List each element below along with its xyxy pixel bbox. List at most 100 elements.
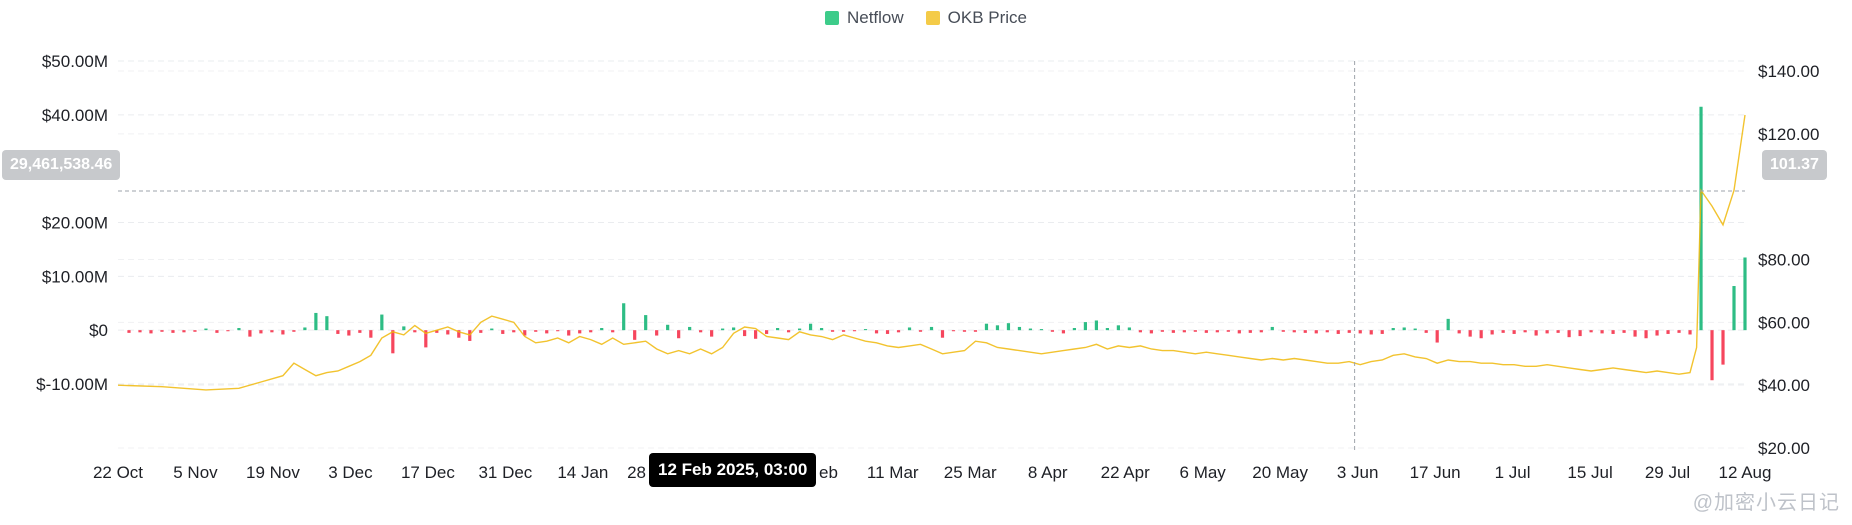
legend-item-netflow[interactable]: Netflow xyxy=(824,8,904,28)
netflow-bar xyxy=(655,330,659,336)
netflow-bar xyxy=(281,330,285,335)
netflow-bar xyxy=(534,330,538,332)
netflow-bar xyxy=(435,330,439,333)
netflow-bar xyxy=(1193,330,1197,332)
price-legend-label: OKB Price xyxy=(947,8,1028,27)
netflow-bar xyxy=(479,330,483,333)
netflow-bar xyxy=(863,329,868,331)
netflow-bar xyxy=(215,330,219,333)
left-tick-label: $40.00M xyxy=(42,106,108,125)
netflow-bar xyxy=(951,330,956,332)
netflow-bar xyxy=(962,330,967,332)
netflow-bar xyxy=(1336,330,1340,334)
netflow-bar xyxy=(797,328,802,331)
netflow-bar xyxy=(1567,330,1571,338)
netflow-bar xyxy=(270,330,274,333)
netflow-swatch xyxy=(824,11,839,25)
x-tick-label: 22 Apr xyxy=(1101,463,1150,482)
netflow-bar xyxy=(380,314,384,331)
crosshair-time-label: 12 Feb 2025, 03:00 xyxy=(649,453,817,487)
netflow-bar xyxy=(852,330,857,332)
netflow-bar xyxy=(512,330,516,333)
netflow-bar xyxy=(765,330,769,334)
netflow-bar xyxy=(1248,330,1252,333)
netflow-bar xyxy=(1083,322,1088,331)
left-tick-label: $0 xyxy=(89,321,108,340)
netflow-bar xyxy=(1501,330,1505,333)
netflow-bar xyxy=(1050,330,1055,332)
right-tick-label: $40.00 xyxy=(1758,376,1810,395)
right-tick-label: $60.00 xyxy=(1758,313,1810,332)
netflow-bar xyxy=(743,330,747,337)
netflow-bar xyxy=(1215,330,1219,333)
x-tick-label: 8 Apr xyxy=(1028,463,1068,482)
netflow-bars xyxy=(127,106,1747,381)
right-tick-label: $120.00 xyxy=(1758,125,1819,144)
netflow-bar xyxy=(1611,330,1615,334)
netflow-bar xyxy=(1578,330,1582,337)
netflow-bar xyxy=(1446,318,1450,331)
netflow-bar xyxy=(259,330,263,334)
netflow-bar xyxy=(885,330,890,334)
netflow-bar xyxy=(567,330,571,336)
netflow-legend-label: Netflow xyxy=(846,8,904,27)
netflow-bar xyxy=(204,328,208,331)
netflow-bar xyxy=(1039,329,1044,331)
netflow-bar xyxy=(918,330,923,332)
netflow-bar xyxy=(1072,328,1077,331)
netflow-bar xyxy=(1677,330,1681,333)
x-tick-label: 25 Mar xyxy=(944,463,997,482)
netflow-bar xyxy=(1061,330,1066,334)
netflow-bar xyxy=(1743,257,1747,331)
netflow-bar xyxy=(314,312,318,331)
right-tick-label: $80.00 xyxy=(1758,251,1810,270)
netflow-bar xyxy=(413,330,417,333)
x-tick-label: 3 Jun xyxy=(1337,463,1379,482)
netflow-bar xyxy=(666,324,670,331)
netflow-bar xyxy=(677,330,681,339)
x-tick-label: 17 Dec xyxy=(401,463,455,482)
netflow-bar xyxy=(1017,326,1022,331)
right-tick-label: $140.00 xyxy=(1758,62,1819,81)
netflow-bar xyxy=(424,330,428,348)
netflow-bar xyxy=(1435,330,1439,343)
netflow-bar xyxy=(1028,328,1033,331)
netflow-bar xyxy=(545,330,549,334)
netflow-bar xyxy=(1226,330,1230,332)
x-tick-label: 3 Dec xyxy=(328,463,373,482)
netflow-bar xyxy=(688,326,692,331)
netflow-bar xyxy=(182,330,186,333)
netflow-bar xyxy=(1699,106,1703,331)
netflow-bar xyxy=(1457,330,1461,334)
netflow-bar xyxy=(1655,330,1659,336)
netflow-bar xyxy=(1721,330,1725,365)
gridlines xyxy=(118,60,1745,449)
legend: Netflow OKB Price xyxy=(0,8,1852,28)
netflow-bar xyxy=(336,330,340,334)
netflow-bar xyxy=(1556,330,1560,333)
netflow-bar xyxy=(1666,330,1670,334)
netflow-bar xyxy=(226,330,230,332)
netflow-bar xyxy=(1358,330,1362,334)
netflow-bar xyxy=(611,330,615,333)
crosshair-right-value: 101.37 xyxy=(1762,150,1827,180)
netflow-bar xyxy=(622,303,626,331)
netflow-bar xyxy=(1259,330,1263,333)
netflow-bar xyxy=(710,330,714,337)
x-tick-label: 1 Jul xyxy=(1495,463,1531,482)
legend-item-price[interactable]: OKB Price xyxy=(925,8,1028,28)
netflow-bar xyxy=(1622,330,1626,333)
x-tick-label: 19 Nov xyxy=(246,463,300,482)
left-y-axis: $50.00M $40.00M $20.00M $10.00M $0 $-10.00M xyxy=(36,52,108,394)
netflow-bar xyxy=(501,330,505,334)
netflow-bar xyxy=(1369,330,1373,335)
netflow-bar xyxy=(347,330,351,336)
netflow-bar xyxy=(1688,330,1692,335)
netflow-bar xyxy=(1523,330,1527,333)
netflow-bar xyxy=(1732,286,1736,331)
netflow-bar xyxy=(325,316,329,331)
left-tick-label: $20.00M xyxy=(42,214,108,233)
netflow-bar xyxy=(1281,330,1285,332)
netflow-bar xyxy=(446,330,450,335)
